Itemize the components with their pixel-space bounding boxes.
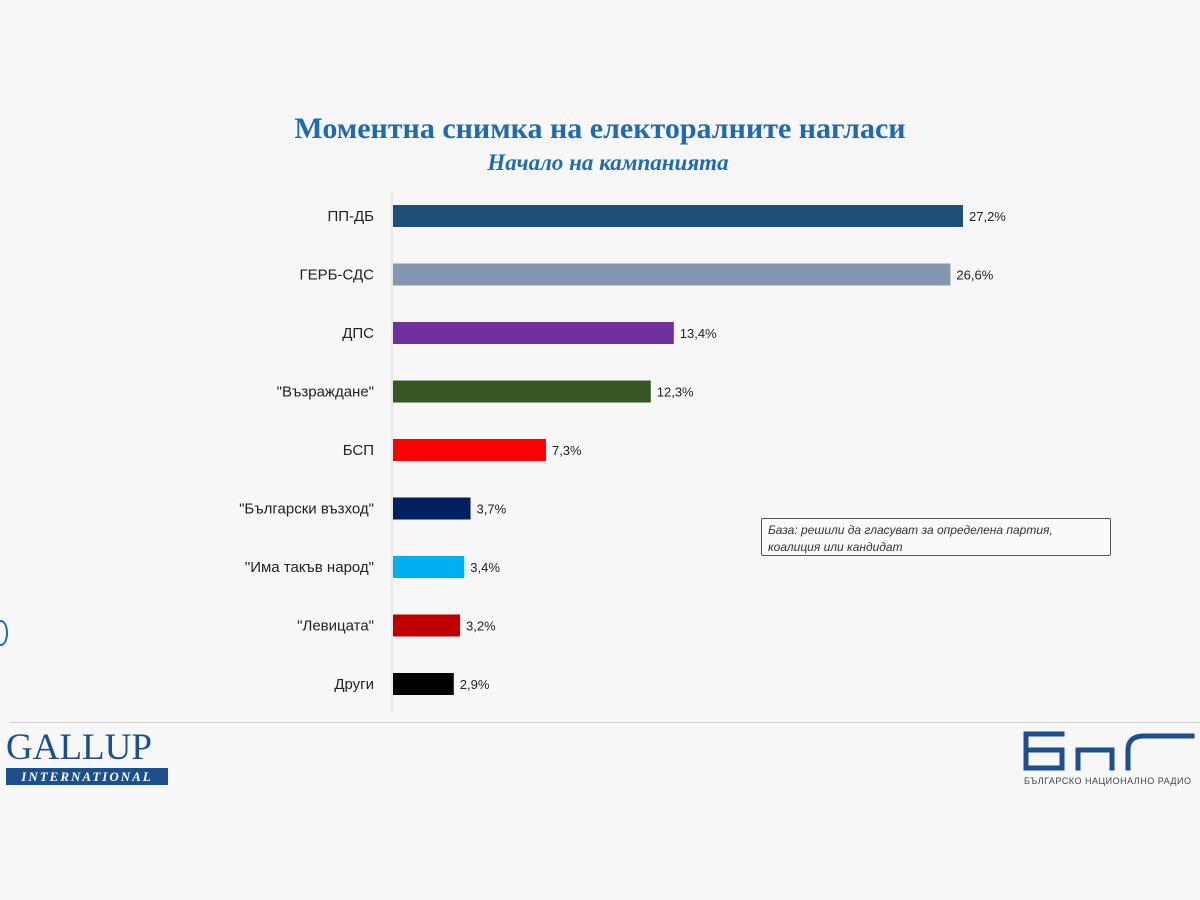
value-label-0: 27,2% xyxy=(969,209,1006,224)
bnr-logo: БЪЛГАРСКО НАЦИОНАЛНО РАДИО xyxy=(1020,728,1200,794)
gallup-international-logo: GALLUP INTERNATIONAL xyxy=(6,728,176,794)
base-note: База: решили да гласуват за определена п… xyxy=(761,518,1111,556)
bnr-logo-mark-icon xyxy=(1023,731,1195,771)
category-label-0: ПП-ДБ xyxy=(327,208,374,225)
gallup-logo-name: GALLUP xyxy=(6,727,152,768)
value-label-8: 2,9% xyxy=(460,677,490,692)
value-label-1: 26,6% xyxy=(956,268,993,283)
category-label-6: "Има такъв народ" xyxy=(245,559,374,576)
chart-title: Моментна снимка на електоралните нагласи xyxy=(294,112,906,145)
category-label-5: "Български възход" xyxy=(239,501,374,518)
gallup-logo-band: INTERNATIONAL xyxy=(6,768,168,785)
category-label-8: Други xyxy=(334,676,374,693)
value-label-2: 13,4% xyxy=(680,326,717,341)
value-label-3: 12,3% xyxy=(657,385,694,400)
bar-5 xyxy=(393,497,471,520)
bar-7 xyxy=(393,614,461,637)
bar-4 xyxy=(393,439,546,461)
value-label-7: 3,2% xyxy=(466,619,496,634)
category-label-2: ДПС xyxy=(342,325,374,342)
category-label-4: БСП xyxy=(343,442,374,459)
bar-0 xyxy=(393,205,963,227)
bar-3 xyxy=(393,380,651,403)
category-label-7: "Левицата" xyxy=(297,618,374,635)
bar-2 xyxy=(393,322,674,344)
chart-subtitle: Начало на кампанията xyxy=(487,150,729,175)
value-label-5: 3,7% xyxy=(477,502,507,517)
category-label-1: ГЕРБ-СДС xyxy=(300,267,375,284)
bar-6 xyxy=(393,556,465,578)
bnr-logo-tagline: БЪЛГАРСКО НАЦИОНАЛНО РАДИО xyxy=(1024,776,1192,786)
bar-1 xyxy=(393,263,951,286)
bar-8 xyxy=(393,673,454,695)
value-label-6: 3,4% xyxy=(470,560,500,575)
category-label-3: "Възраждане" xyxy=(277,384,374,401)
value-label-4: 7,3% xyxy=(552,443,582,458)
footer-divider xyxy=(10,722,1200,723)
